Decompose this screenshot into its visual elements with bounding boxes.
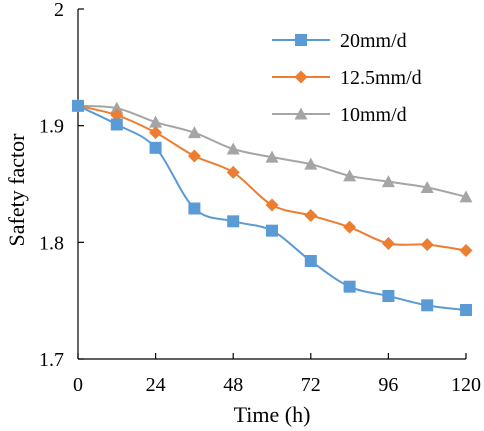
data-point bbox=[188, 202, 201, 215]
data-point bbox=[110, 101, 124, 114]
data-point bbox=[226, 165, 240, 179]
x-tick-label: 48 bbox=[223, 374, 243, 396]
x-axis-title: Time (h) bbox=[234, 402, 311, 427]
data-point bbox=[149, 141, 162, 154]
legend-marker bbox=[294, 107, 308, 120]
data-point bbox=[110, 118, 123, 131]
legend-entry: 20mm/d bbox=[272, 30, 407, 52]
legend-marker bbox=[294, 70, 308, 84]
legend-marker bbox=[295, 34, 307, 46]
data-point bbox=[72, 99, 84, 112]
data-point bbox=[381, 175, 395, 188]
y-tick-label: 2 bbox=[54, 0, 64, 21]
data-point bbox=[187, 149, 201, 163]
y-tick-label: 1.9 bbox=[39, 116, 64, 138]
data-point bbox=[226, 142, 240, 155]
data-point bbox=[460, 304, 472, 316]
data-point bbox=[187, 126, 201, 139]
data-point bbox=[110, 108, 124, 122]
legend-entry: 12.5mm/d bbox=[272, 67, 422, 89]
x-tick-label: 24 bbox=[146, 374, 166, 396]
data-point bbox=[227, 215, 240, 228]
data-point bbox=[266, 224, 278, 237]
x-tick-label: 0 bbox=[73, 374, 83, 396]
data-point bbox=[382, 290, 395, 302]
plot-area bbox=[77, 9, 466, 360]
data-point bbox=[265, 198, 279, 212]
data-point bbox=[304, 157, 318, 170]
data-point bbox=[381, 237, 395, 250]
series-layer bbox=[71, 99, 473, 316]
data-point bbox=[304, 209, 318, 222]
data-point bbox=[343, 169, 357, 182]
x-tick-label: 72 bbox=[301, 374, 321, 396]
data-point bbox=[420, 181, 434, 193]
data-point bbox=[420, 238, 434, 252]
data-point bbox=[421, 299, 434, 312]
series-20mm/d bbox=[72, 99, 472, 316]
legend-label: 10mm/d bbox=[340, 104, 407, 126]
x-axis: 0 24 48 72 96 120 bbox=[73, 353, 481, 396]
legend-label: 12.5mm/d bbox=[340, 67, 422, 89]
series-12.5mm/d bbox=[71, 99, 473, 257]
data-point bbox=[149, 126, 163, 140]
data-point bbox=[265, 150, 279, 163]
data-point bbox=[459, 244, 473, 257]
legend: 20mm/d 12.5mm/d 10mm/d bbox=[272, 30, 422, 126]
legend-label: 20mm/d bbox=[340, 30, 407, 52]
data-point bbox=[343, 280, 356, 293]
x-tick-label: 120 bbox=[451, 374, 481, 396]
x-tick-label: 96 bbox=[378, 374, 398, 396]
legend-entry: 10mm/d bbox=[272, 104, 407, 126]
data-point bbox=[149, 115, 163, 128]
data-point bbox=[459, 190, 473, 203]
data-point bbox=[343, 220, 357, 234]
y-axis: 1.7 1.8 1.9 2 bbox=[39, 0, 84, 371]
y-tick-label: 1.7 bbox=[39, 349, 64, 371]
y-axis-title: Safety factor bbox=[4, 133, 29, 247]
data-point bbox=[304, 255, 317, 267]
y-tick-label: 1.8 bbox=[39, 232, 64, 254]
